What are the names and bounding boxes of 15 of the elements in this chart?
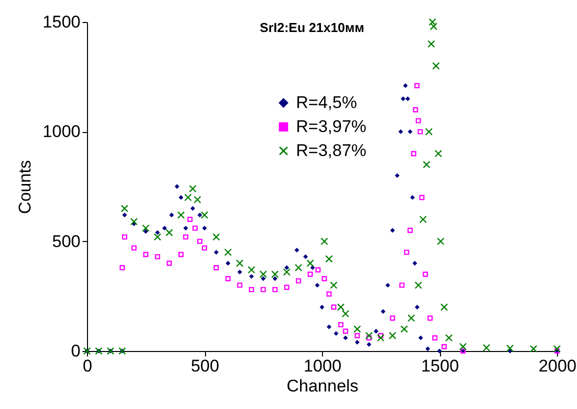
legend-label: R=3,97% [296,116,366,136]
x-tick-label: 1500 [421,356,459,376]
legend-label: R=3,87% [296,140,366,160]
y-axis-title: Counts [16,160,35,214]
y-tick-label: 500 [52,232,80,251]
y-tick-label: 1000 [42,122,80,142]
x-tick-label: 0 [82,356,92,376]
x-tick-label: 2000 [538,356,576,376]
x-axis-title: Channels [286,376,358,396]
x-tick-label: 500 [190,356,220,376]
chart-title: SrI2:Eu 21x10мм [260,20,364,35]
y-tick-label: 0 [71,342,80,360]
y-tick-label: 1500 [42,12,80,32]
legend-label: R=4,5% [296,92,357,112]
x-tick-label: 1000 [304,356,342,376]
